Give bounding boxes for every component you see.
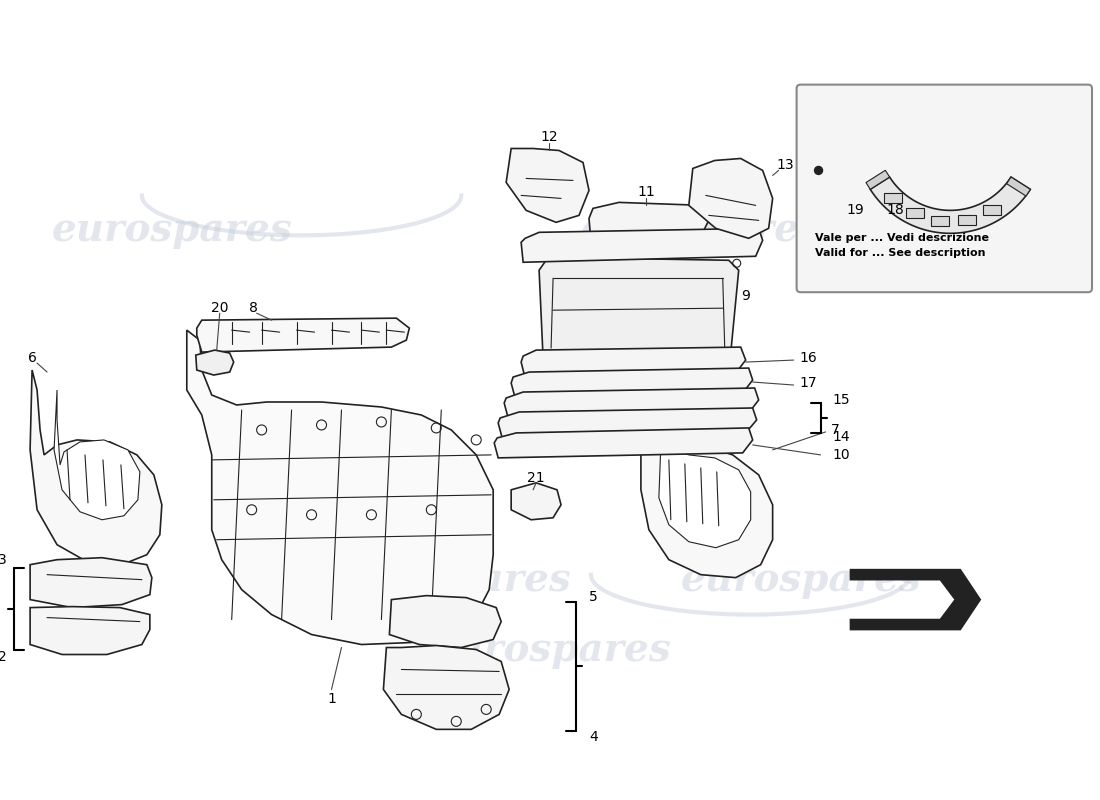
Polygon shape [498, 408, 757, 438]
Text: 2: 2 [0, 650, 7, 665]
Polygon shape [512, 483, 561, 520]
Polygon shape [573, 283, 673, 318]
Polygon shape [659, 445, 750, 548]
Circle shape [815, 166, 823, 174]
Text: eurospares: eurospares [52, 211, 293, 250]
Text: 18: 18 [887, 203, 904, 218]
Text: 5: 5 [588, 590, 597, 604]
Text: 17: 17 [800, 376, 817, 390]
Polygon shape [187, 330, 493, 645]
FancyBboxPatch shape [796, 85, 1092, 292]
Text: 11: 11 [637, 186, 654, 199]
Text: 13: 13 [777, 158, 794, 173]
Polygon shape [389, 596, 502, 647]
Text: eurospares: eurospares [680, 561, 921, 598]
Text: Valid for ... See description: Valid for ... See description [815, 248, 986, 258]
Bar [932, 216, 949, 226]
Polygon shape [521, 228, 762, 262]
Text: 15: 15 [833, 393, 850, 407]
Bar [906, 208, 924, 218]
Polygon shape [494, 428, 752, 458]
Polygon shape [539, 258, 739, 358]
Text: eurospares: eurospares [431, 630, 671, 669]
Bar [982, 206, 1001, 215]
Polygon shape [30, 370, 162, 565]
Polygon shape [1006, 177, 1031, 196]
Text: 20: 20 [211, 301, 229, 315]
Text: 7: 7 [832, 423, 840, 437]
Polygon shape [197, 318, 409, 352]
Text: 4: 4 [588, 730, 597, 744]
Polygon shape [506, 149, 588, 222]
Text: 8: 8 [250, 301, 258, 315]
Polygon shape [866, 170, 890, 190]
Text: 9: 9 [741, 290, 750, 303]
Text: eurospares: eurospares [581, 211, 822, 250]
Polygon shape [870, 177, 1031, 234]
Polygon shape [30, 606, 150, 654]
Text: eurospares: eurospares [331, 561, 572, 598]
Text: 21: 21 [527, 471, 544, 485]
Polygon shape [521, 347, 746, 378]
Polygon shape [196, 350, 233, 375]
Bar [884, 194, 902, 203]
Polygon shape [384, 646, 509, 730]
Polygon shape [588, 202, 708, 242]
Text: 6: 6 [28, 351, 36, 365]
Polygon shape [850, 570, 980, 630]
Polygon shape [30, 558, 152, 607]
Polygon shape [512, 368, 752, 398]
Text: 16: 16 [800, 351, 817, 365]
Polygon shape [504, 388, 759, 418]
Bar [958, 214, 976, 225]
Polygon shape [54, 390, 140, 520]
Text: 12: 12 [540, 130, 558, 143]
Text: 3: 3 [0, 553, 7, 566]
Text: 19: 19 [847, 203, 865, 218]
Text: 10: 10 [833, 448, 850, 462]
Polygon shape [641, 430, 772, 578]
Text: 14: 14 [833, 430, 850, 444]
Text: 1: 1 [327, 693, 336, 706]
Text: Vale per ... Vedi descrizione: Vale per ... Vedi descrizione [815, 234, 989, 243]
Polygon shape [689, 158, 772, 238]
